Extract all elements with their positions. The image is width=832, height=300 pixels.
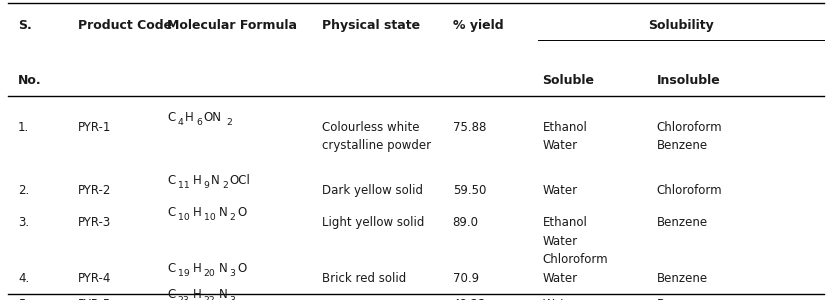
Text: 20: 20	[204, 269, 215, 278]
Text: Brick red solid: Brick red solid	[322, 272, 407, 285]
Text: 1.: 1.	[18, 121, 29, 134]
Text: PYR-1: PYR-1	[77, 121, 111, 134]
Text: H: H	[186, 111, 194, 124]
Text: 6: 6	[196, 118, 202, 127]
Text: 4.: 4.	[18, 272, 29, 285]
Text: Water: Water	[542, 235, 577, 248]
Text: 70.9: 70.9	[453, 272, 479, 285]
Text: Benzene: Benzene	[656, 216, 708, 229]
Text: Dark yellow solid: Dark yellow solid	[322, 184, 423, 197]
Text: Benzene: Benzene	[656, 139, 708, 152]
Text: 3: 3	[230, 296, 235, 300]
Text: crystalline powder: crystalline powder	[322, 139, 431, 152]
Text: Water: Water	[542, 139, 577, 152]
Text: Colourless white: Colourless white	[322, 121, 419, 134]
Text: Benzene: Benzene	[656, 272, 708, 285]
Text: Solubility: Solubility	[648, 19, 714, 32]
Text: H: H	[192, 289, 201, 300]
Text: Water: Water	[542, 298, 577, 300]
Text: 75.88: 75.88	[453, 121, 486, 134]
Text: Product Code: Product Code	[77, 19, 171, 32]
Text: O: O	[237, 262, 246, 275]
Text: 23: 23	[178, 296, 190, 300]
Text: H: H	[192, 174, 201, 187]
Text: Molecular Formula: Molecular Formula	[167, 19, 297, 32]
Text: Chloroform: Chloroform	[542, 253, 608, 266]
Text: H: H	[192, 206, 201, 219]
Text: C: C	[167, 206, 176, 219]
Text: PYR-5: PYR-5	[77, 298, 111, 300]
Text: 59.50: 59.50	[453, 184, 486, 197]
Text: 2.: 2.	[18, 184, 29, 197]
Text: O: O	[237, 206, 246, 219]
Text: N: N	[219, 262, 227, 275]
Text: 9: 9	[204, 181, 210, 190]
Text: Benzene: Benzene	[656, 298, 708, 300]
Text: 2: 2	[226, 118, 232, 127]
Text: Chloroform: Chloroform	[656, 184, 722, 197]
Text: ON: ON	[204, 111, 221, 124]
Text: C: C	[167, 262, 176, 275]
Text: 5.: 5.	[18, 298, 29, 300]
Text: PYR-2: PYR-2	[77, 184, 111, 197]
Text: No.: No.	[18, 74, 42, 87]
Text: Ethanol: Ethanol	[542, 121, 587, 134]
Text: C: C	[167, 289, 176, 300]
Text: 2: 2	[222, 181, 228, 190]
Text: 11: 11	[178, 181, 190, 190]
Text: OCl: OCl	[230, 174, 250, 187]
Text: Chloroform: Chloroform	[656, 121, 722, 134]
Text: 10: 10	[178, 213, 190, 222]
Text: 4: 4	[178, 118, 184, 127]
Text: 3.: 3.	[18, 216, 29, 229]
Text: Insoluble: Insoluble	[656, 74, 721, 87]
Text: 22: 22	[204, 296, 215, 300]
Text: N: N	[219, 206, 227, 219]
Text: 2: 2	[230, 213, 235, 222]
Text: 3: 3	[230, 269, 235, 278]
Text: Ethanol: Ethanol	[542, 216, 587, 229]
Text: % yield: % yield	[453, 19, 503, 32]
Text: C: C	[167, 174, 176, 187]
Text: N: N	[211, 174, 220, 187]
Text: PYR-3: PYR-3	[77, 216, 111, 229]
Text: S.: S.	[18, 19, 32, 32]
Text: 89.0: 89.0	[453, 216, 478, 229]
Text: 48.23: 48.23	[453, 298, 486, 300]
Text: 10: 10	[204, 213, 215, 222]
Text: Water: Water	[542, 272, 577, 285]
Text: N: N	[219, 289, 227, 300]
Text: H: H	[192, 262, 201, 275]
Text: 19: 19	[178, 269, 190, 278]
Text: C: C	[167, 111, 176, 124]
Text: PYR-4: PYR-4	[77, 272, 111, 285]
Text: Soluble: Soluble	[542, 74, 594, 87]
Text: Light yellow solid: Light yellow solid	[322, 216, 424, 229]
Text: Water: Water	[542, 184, 577, 197]
Text: Physical state: Physical state	[322, 19, 420, 32]
